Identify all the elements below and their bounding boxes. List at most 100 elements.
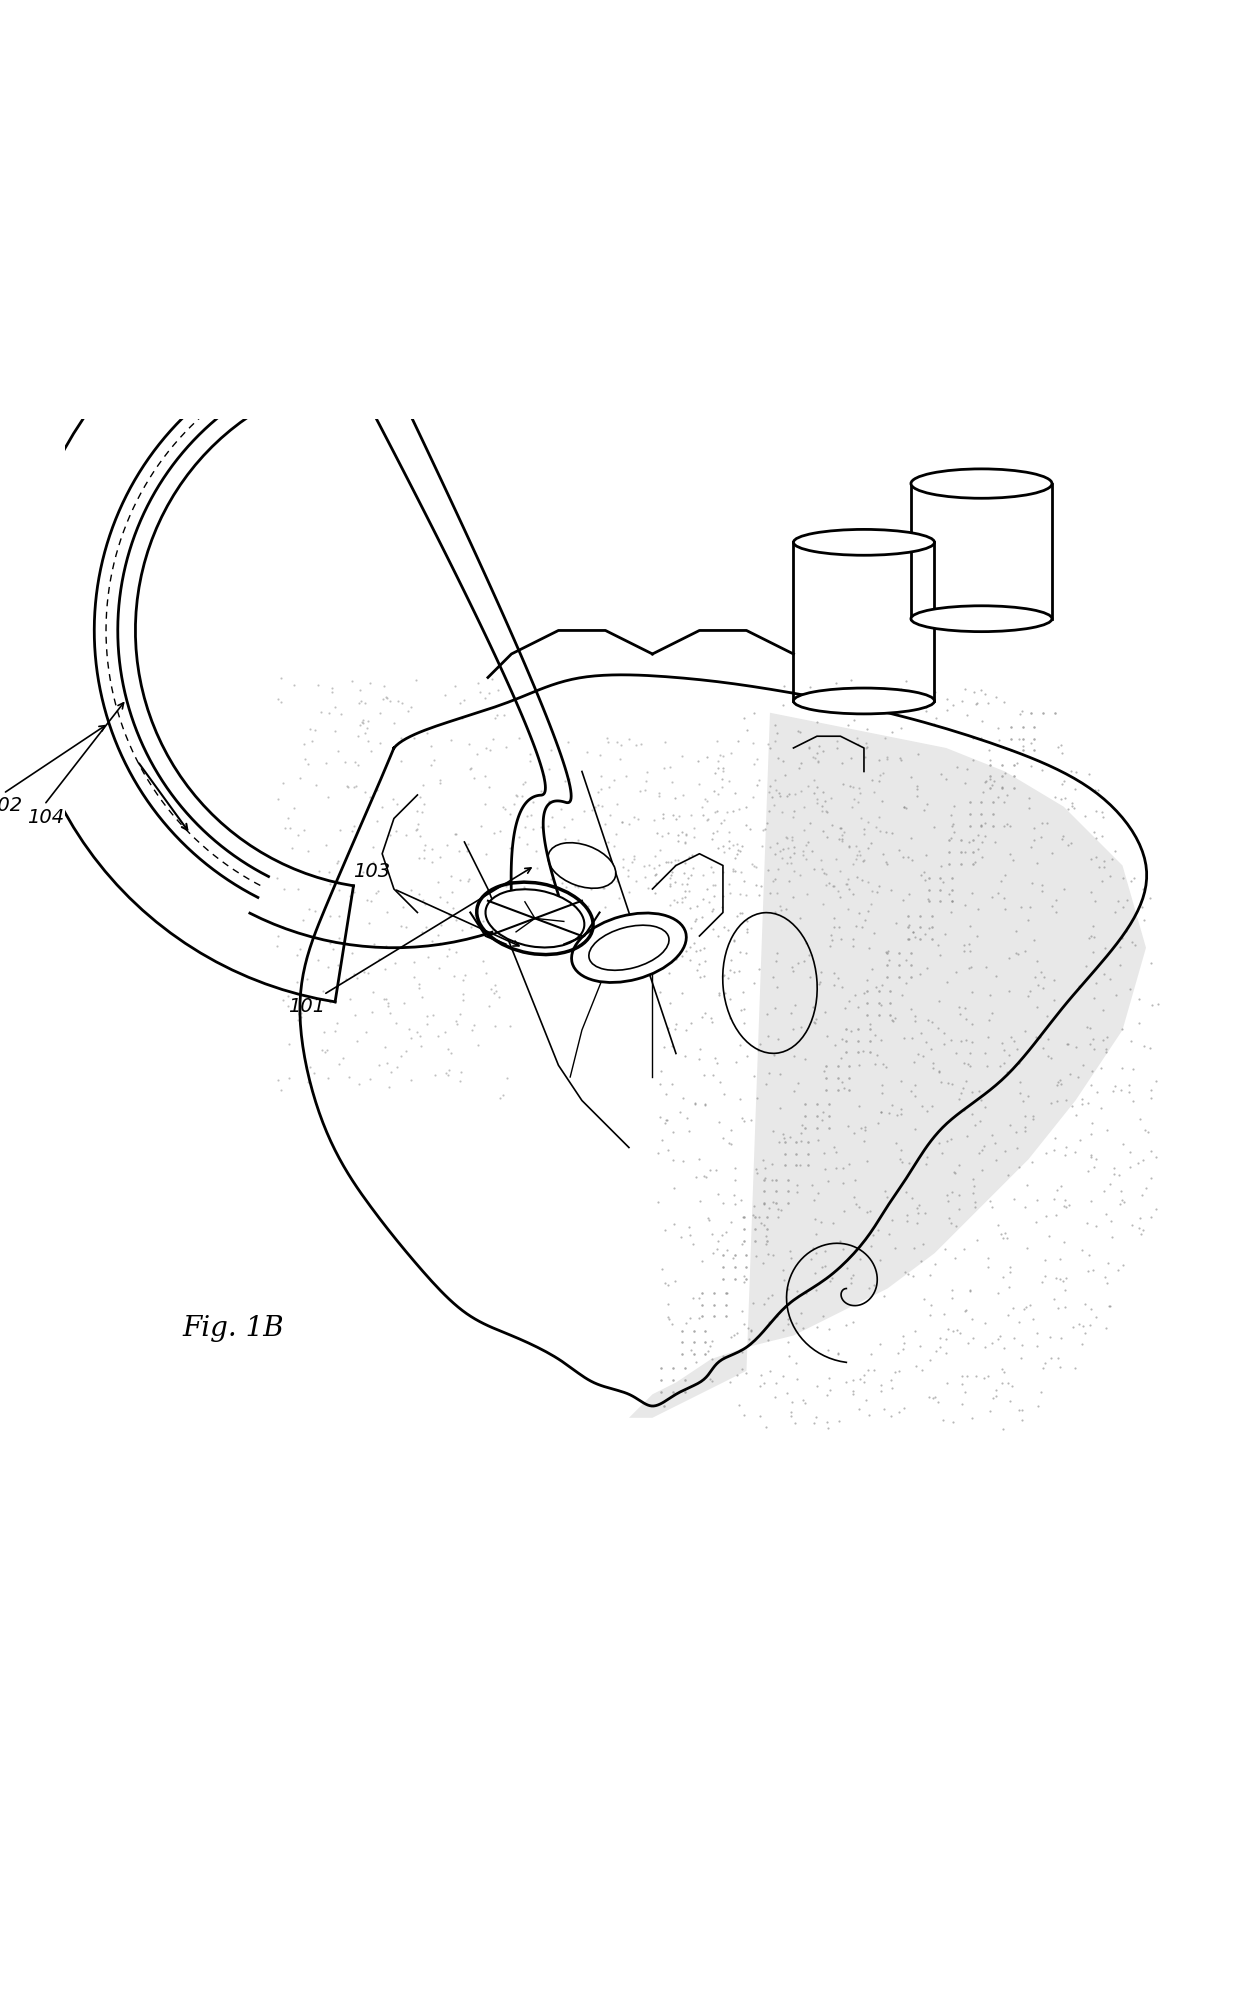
Point xyxy=(290,996,310,1029)
Point xyxy=(694,1159,714,1192)
Point xyxy=(941,799,961,831)
Point xyxy=(770,1091,790,1123)
Point xyxy=(802,835,822,868)
Point xyxy=(661,904,681,936)
Point xyxy=(1044,984,1064,1017)
Point xyxy=(1055,1085,1075,1117)
Point xyxy=(888,1337,908,1369)
Point xyxy=(414,833,434,866)
Point xyxy=(967,1224,987,1256)
Point xyxy=(1055,1274,1075,1306)
Point xyxy=(729,793,749,825)
Point xyxy=(919,1004,939,1037)
Point xyxy=(872,785,892,817)
Point xyxy=(982,1190,1002,1222)
Point xyxy=(660,868,680,900)
Point xyxy=(877,1180,897,1212)
Point xyxy=(968,1137,988,1170)
Point xyxy=(711,739,730,771)
Point xyxy=(610,743,630,775)
Point xyxy=(737,916,756,948)
Point xyxy=(1125,930,1145,962)
Point xyxy=(294,813,314,845)
Point xyxy=(532,880,552,912)
Point xyxy=(1034,960,1054,992)
Point xyxy=(921,1288,941,1321)
Point xyxy=(600,799,620,831)
Point xyxy=(858,894,878,926)
Point xyxy=(646,868,666,900)
Point xyxy=(719,825,739,858)
Point xyxy=(709,976,729,1009)
Point xyxy=(666,942,686,974)
Point xyxy=(959,1327,978,1359)
Point xyxy=(1061,1089,1081,1121)
Point xyxy=(459,864,479,896)
Point xyxy=(1146,1141,1166,1174)
Point xyxy=(864,1270,884,1302)
Point xyxy=(680,1115,699,1147)
Point xyxy=(975,1306,994,1339)
Point xyxy=(942,809,962,841)
Point xyxy=(833,1234,853,1266)
Point xyxy=(904,916,924,948)
Point xyxy=(439,1059,459,1091)
Point xyxy=(305,715,325,747)
Point xyxy=(784,801,804,833)
Point xyxy=(1050,1262,1070,1294)
Point xyxy=(823,912,843,944)
Point xyxy=(744,849,764,882)
Point xyxy=(1083,1107,1102,1139)
Point xyxy=(821,781,841,813)
Point xyxy=(699,1153,719,1186)
Point xyxy=(812,854,832,886)
Point xyxy=(379,819,399,851)
Point xyxy=(1002,1369,1022,1401)
Point xyxy=(325,715,345,747)
Point xyxy=(839,984,859,1017)
Point xyxy=(1044,1184,1064,1216)
Point xyxy=(567,860,587,892)
Point xyxy=(859,1272,879,1304)
Point xyxy=(701,851,720,884)
Point xyxy=(704,775,724,807)
Point xyxy=(951,684,971,717)
Point xyxy=(763,1238,782,1270)
Point xyxy=(656,1077,676,1109)
Point xyxy=(962,1099,982,1131)
Point xyxy=(1101,1206,1121,1238)
Point xyxy=(968,892,988,924)
Point xyxy=(746,769,766,801)
Point xyxy=(730,835,750,868)
Point xyxy=(978,1361,998,1393)
Point xyxy=(1081,1292,1101,1325)
Point xyxy=(1087,773,1107,805)
Point xyxy=(847,829,867,862)
Point xyxy=(1035,1244,1055,1276)
Point xyxy=(773,1361,792,1393)
Point xyxy=(990,723,1009,755)
Point xyxy=(676,847,696,880)
Point xyxy=(1081,1069,1101,1101)
Point xyxy=(957,699,977,731)
Point xyxy=(978,1242,998,1274)
Point xyxy=(484,976,503,1009)
Point xyxy=(823,870,843,902)
Point xyxy=(652,797,672,829)
Point xyxy=(1078,1254,1097,1286)
Point xyxy=(1122,926,1142,958)
Point xyxy=(1047,1198,1066,1230)
Point xyxy=(1079,1238,1099,1270)
Point xyxy=(957,1361,977,1393)
Point xyxy=(720,878,740,910)
Point xyxy=(675,827,694,860)
Point xyxy=(417,1009,436,1041)
Point xyxy=(640,849,660,882)
Text: 103: 103 xyxy=(353,862,389,882)
Point xyxy=(398,694,418,727)
Point xyxy=(397,819,417,851)
Point xyxy=(954,1047,973,1079)
Point xyxy=(955,672,975,705)
Point xyxy=(822,676,842,709)
Point xyxy=(955,1375,975,1407)
